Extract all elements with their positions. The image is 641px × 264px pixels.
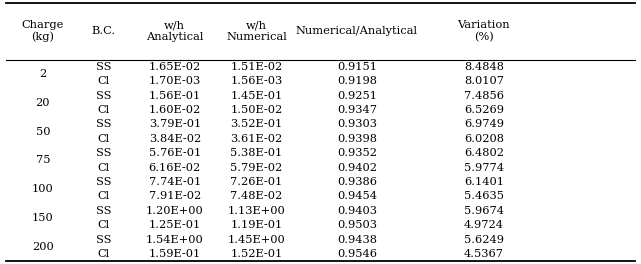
Text: 0.9347: 0.9347 [337, 105, 377, 115]
Text: SS: SS [96, 91, 112, 101]
Text: SS: SS [96, 148, 112, 158]
Text: 8.0107: 8.0107 [464, 76, 504, 86]
Text: 75: 75 [36, 155, 50, 166]
Text: 7.74E-01: 7.74E-01 [149, 177, 201, 187]
Text: 0.9546: 0.9546 [337, 249, 377, 259]
Text: SS: SS [96, 235, 112, 245]
Text: 5.76E-01: 5.76E-01 [149, 148, 201, 158]
Text: w/h
Numerical: w/h Numerical [226, 20, 287, 42]
Text: 0.9454: 0.9454 [337, 191, 377, 201]
Text: Variation
(%): Variation (%) [458, 20, 510, 42]
Text: 6.16E-02: 6.16E-02 [149, 163, 201, 173]
Text: w/h
Analytical: w/h Analytical [146, 20, 203, 42]
Text: 7.48E-02: 7.48E-02 [230, 191, 283, 201]
Text: 0.9402: 0.9402 [337, 163, 377, 173]
Text: 3.79E-01: 3.79E-01 [149, 119, 201, 129]
Text: 1.19E-01: 1.19E-01 [230, 220, 283, 230]
Text: 7.26E-01: 7.26E-01 [230, 177, 283, 187]
Text: SS: SS [96, 119, 112, 129]
Text: 0.9438: 0.9438 [337, 235, 377, 245]
Text: 6.5269: 6.5269 [464, 105, 504, 115]
Text: Numerical/Analytical: Numerical/Analytical [296, 26, 418, 36]
Text: SS: SS [96, 62, 112, 72]
Text: Cl: Cl [97, 134, 110, 144]
Text: 20: 20 [36, 98, 50, 108]
Text: 1.25E-01: 1.25E-01 [149, 220, 201, 230]
Text: 0.9352: 0.9352 [337, 148, 377, 158]
Text: 0.9303: 0.9303 [337, 119, 377, 129]
Text: Cl: Cl [97, 249, 110, 259]
Text: 7.4856: 7.4856 [464, 91, 504, 101]
Text: Cl: Cl [97, 191, 110, 201]
Text: 5.4635: 5.4635 [464, 191, 504, 201]
Text: 1.50E-02: 1.50E-02 [230, 105, 283, 115]
Text: 4.9724: 4.9724 [464, 220, 504, 230]
Text: 6.0208: 6.0208 [464, 134, 504, 144]
Text: 8.4848: 8.4848 [464, 62, 504, 72]
Text: 100: 100 [32, 184, 54, 194]
Text: 1.65E-02: 1.65E-02 [149, 62, 201, 72]
Text: 6.9749: 6.9749 [464, 119, 504, 129]
Text: 1.51E-02: 1.51E-02 [230, 62, 283, 72]
Text: 0.9151: 0.9151 [337, 62, 377, 72]
Text: 5.38E-01: 5.38E-01 [230, 148, 283, 158]
Text: Cl: Cl [97, 76, 110, 86]
Text: SS: SS [96, 177, 112, 187]
Text: 5.9674: 5.9674 [464, 206, 504, 216]
Text: 1.60E-02: 1.60E-02 [149, 105, 201, 115]
Text: 1.56E-01: 1.56E-01 [149, 91, 201, 101]
Text: 6.4802: 6.4802 [464, 148, 504, 158]
Text: 1.52E-01: 1.52E-01 [230, 249, 283, 259]
Text: 7.91E-02: 7.91E-02 [149, 191, 201, 201]
Text: 0.9503: 0.9503 [337, 220, 377, 230]
Text: 0.9403: 0.9403 [337, 206, 377, 216]
Text: 2: 2 [39, 69, 46, 79]
Text: B.C.: B.C. [92, 26, 116, 36]
Text: Cl: Cl [97, 220, 110, 230]
Text: 3.61E-02: 3.61E-02 [230, 134, 283, 144]
Text: 5.79E-02: 5.79E-02 [230, 163, 283, 173]
Text: 0.9386: 0.9386 [337, 177, 377, 187]
Text: 5.6249: 5.6249 [464, 235, 504, 245]
Text: 4.5367: 4.5367 [464, 249, 504, 259]
Text: 200: 200 [32, 242, 54, 252]
Text: 3.84E-02: 3.84E-02 [149, 134, 201, 144]
Text: 50: 50 [36, 127, 50, 137]
Text: 1.45E-01: 1.45E-01 [230, 91, 283, 101]
Text: Cl: Cl [97, 105, 110, 115]
Text: 1.45E+00: 1.45E+00 [228, 235, 285, 245]
Text: Cl: Cl [97, 163, 110, 173]
Text: 1.59E-01: 1.59E-01 [149, 249, 201, 259]
Text: 0.9198: 0.9198 [337, 76, 377, 86]
Text: 150: 150 [32, 213, 54, 223]
Text: 1.56E-03: 1.56E-03 [230, 76, 283, 86]
Text: SS: SS [96, 206, 112, 216]
Text: 0.9251: 0.9251 [337, 91, 377, 101]
Text: 1.54E+00: 1.54E+00 [146, 235, 204, 245]
Text: 3.52E-01: 3.52E-01 [230, 119, 283, 129]
Text: Charge
(kg): Charge (kg) [22, 20, 64, 42]
Text: 1.70E-03: 1.70E-03 [149, 76, 201, 86]
Text: 0.9398: 0.9398 [337, 134, 377, 144]
Text: 5.9774: 5.9774 [464, 163, 504, 173]
Text: 1.13E+00: 1.13E+00 [228, 206, 285, 216]
Text: 1.20E+00: 1.20E+00 [146, 206, 204, 216]
Text: 6.1401: 6.1401 [464, 177, 504, 187]
